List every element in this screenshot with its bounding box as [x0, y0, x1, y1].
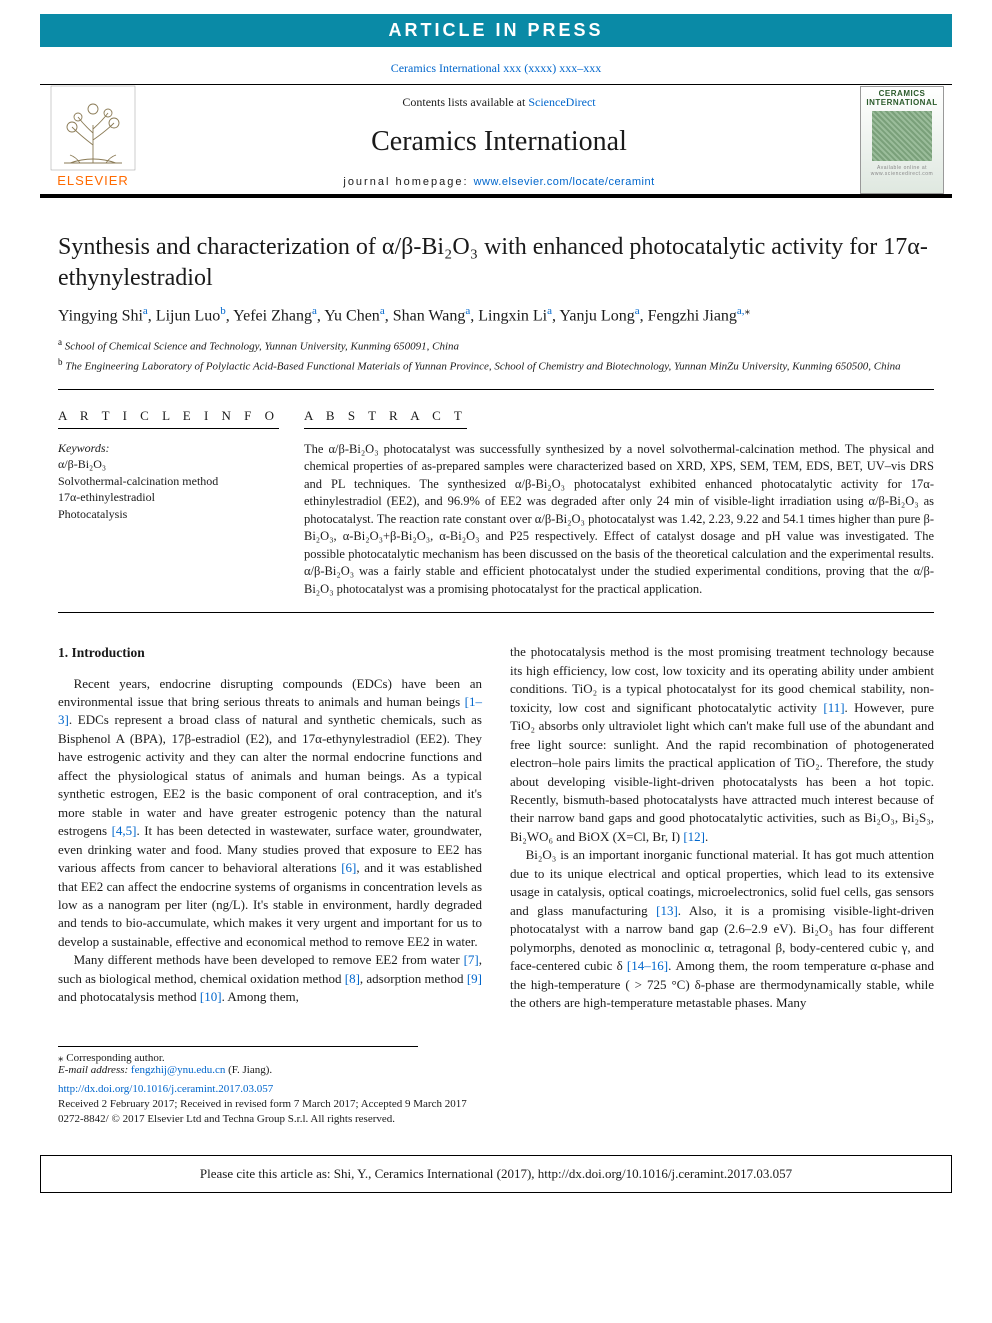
corresponding-email-link[interactable]: fengzhij@ynu.edu.cn [131, 1064, 225, 1076]
section-heading-introduction: 1. Introduction [58, 643, 482, 662]
author-list: Yingying Shia, Lijun Luob, Yefei Zhanga,… [58, 304, 934, 328]
elsevier-tree-icon [50, 85, 136, 171]
affiliation-b: b The Engineering Laboratory of Polylact… [58, 356, 934, 375]
in-press-banner: ARTICLE IN PRESS [40, 14, 952, 47]
elsevier-wordmark: ELSEVIER [57, 171, 129, 194]
keywords-label: Keywords: [58, 441, 284, 456]
author: Shan Wang [393, 308, 466, 325]
corresponding-marker: ⁎ [745, 305, 751, 317]
paragraph: the photocatalysis method is the most pr… [510, 643, 934, 846]
body-column-left: 1. Introduction Recent years, endocrine … [58, 643, 482, 1012]
corresponding-author-note: ⁎ Corresponding author. [58, 1051, 418, 1064]
affiliation-a: a School of Chemical Science and Technol… [58, 336, 934, 355]
doi-link[interactable]: http://dx.doi.org/10.1016/j.ceramint.201… [58, 1083, 273, 1095]
journal-homepage-link[interactable]: www.elsevier.com/locate/ceramint [474, 176, 655, 188]
paragraph: Bi₂O₃ is an important inorganic function… [510, 846, 934, 1012]
article-title: Synthesis and characterization of α/β-Bi… [58, 232, 934, 294]
abstract-column: A B S T R A C T The α/β-Bi₂O₃ photocatal… [304, 408, 934, 599]
paragraph: Many different methods have been develop… [58, 951, 482, 1006]
sciencedirect-link[interactable]: ScienceDirect [528, 95, 595, 109]
abstract-head: A B S T R A C T [304, 408, 467, 429]
author: Yefei Zhang [233, 308, 312, 325]
author: Lingxin Li [478, 308, 547, 325]
keyword: α/β-Bi₂O₃ [58, 456, 284, 473]
keyword: 17α-ethinylestradiol [58, 489, 284, 506]
contents-available: Contents lists available at ScienceDirec… [154, 95, 844, 118]
paragraph: Recent years, endocrine disrupting compo… [58, 675, 482, 952]
journal-reference: Ceramics International xxx (xxxx) xxx–xx… [0, 47, 992, 84]
citation-box: Please cite this article as: Shi, Y., Ce… [40, 1155, 952, 1193]
author: Yanju Long [559, 308, 634, 325]
email-label: E-mail address: [58, 1064, 128, 1076]
copyright-line: 0272-8842/ © 2017 Elsevier Ltd and Techn… [58, 1112, 934, 1127]
keyword: Photocatalysis [58, 506, 284, 523]
journal-reference-link[interactable]: Ceramics International xxx (xxxx) xxx–xx… [391, 61, 602, 75]
abstract-text: The α/β-Bi₂O₃ photocatalyst was successf… [304, 441, 934, 599]
body-column-right: the photocatalysis method is the most pr… [510, 643, 934, 1012]
author: Yingying Shi [58, 308, 143, 325]
journal-title: Ceramics International [154, 118, 844, 176]
email-name: (F. Jiang). [228, 1064, 272, 1076]
journal-cover-thumbnail: CERAMICS INTERNATIONAL Available online … [860, 86, 944, 194]
author: Fengzhi Jiang [648, 308, 737, 325]
masthead: ELSEVIER Contents lists available at Sci… [40, 85, 952, 198]
footnotes: ⁎ Corresponding author. E-mail address: … [58, 1046, 418, 1076]
publication-block: http://dx.doi.org/10.1016/j.ceramint.201… [58, 1082, 934, 1127]
journal-homepage: journal homepage: www.elsevier.com/locat… [154, 176, 844, 188]
publisher-logo: ELSEVIER [40, 85, 146, 194]
article-info-head: A R T I C L E I N F O [58, 408, 279, 429]
keyword: Solvothermal-calcination method [58, 473, 284, 490]
author: Lijun Luo [156, 308, 220, 325]
author: Yu Chen [324, 308, 380, 325]
article-info-column: A R T I C L E I N F O Keywords: α/β-Bi₂O… [58, 408, 304, 599]
received-dates: Received 2 February 2017; Received in re… [58, 1097, 934, 1112]
